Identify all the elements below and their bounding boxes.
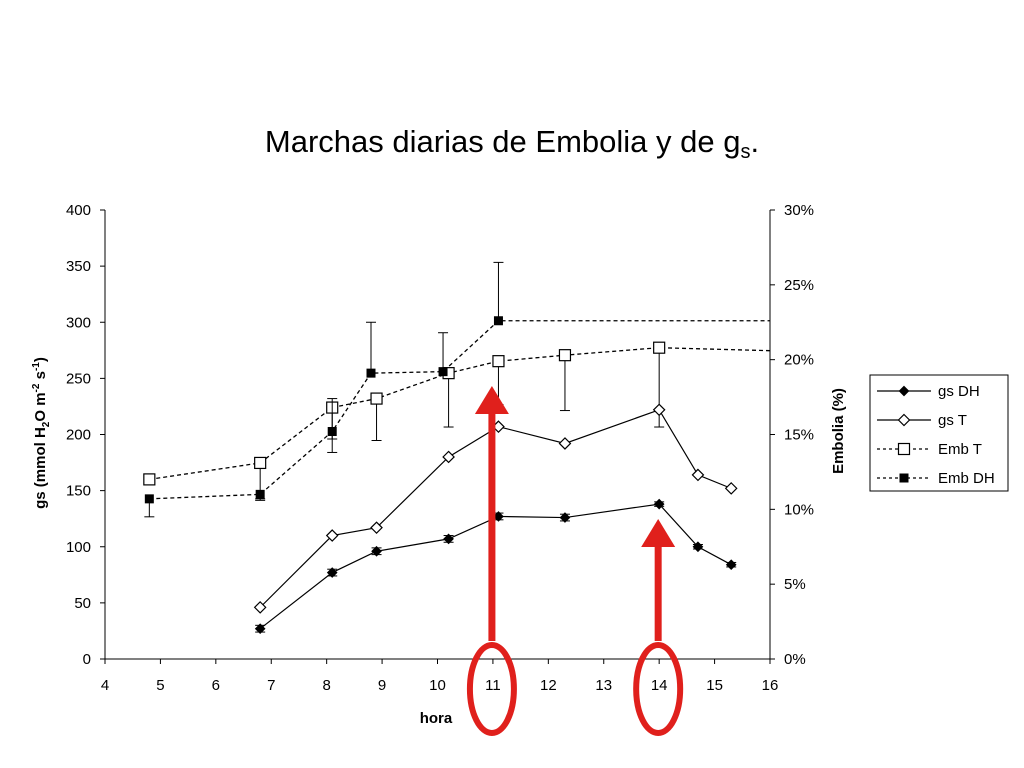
y-left-tick-label: 150 xyxy=(66,483,91,500)
data-point xyxy=(254,456,267,470)
data-point xyxy=(493,511,504,522)
series-emb-t xyxy=(143,341,771,500)
y-left-tick-label: 250 xyxy=(66,370,91,387)
label-layer: hora Embolia (%) gs (mmol H2O m-2 s-1) xyxy=(31,357,847,727)
data-point xyxy=(371,545,382,557)
data-point xyxy=(492,355,505,368)
y-left-tick-label: 400 xyxy=(66,202,91,219)
y-right-tick-label: 25% xyxy=(784,277,814,294)
data-point xyxy=(438,367,448,377)
data-point xyxy=(370,392,383,405)
data-point xyxy=(724,482,738,495)
y-axis-left-title: gs (mmol H2O m-2 s-1) xyxy=(31,357,52,509)
y-left-tick-label: 50 xyxy=(74,595,91,612)
y-right-tick-label: 10% xyxy=(784,501,814,518)
data-point xyxy=(443,533,454,545)
x-tick-label: 7 xyxy=(267,677,275,694)
x-tick-label: 13 xyxy=(595,677,612,694)
series-layer xyxy=(143,261,771,635)
legend-marker xyxy=(898,385,910,397)
x-tick-label: 12 xyxy=(540,677,557,694)
series-emb-dh xyxy=(144,261,770,518)
chart-title-suffix: . xyxy=(750,124,760,159)
x-tick-label: 6 xyxy=(212,677,220,694)
x-tick-label: 11 xyxy=(485,677,501,694)
annotation-layer xyxy=(466,386,684,736)
y-left-tick-label: 350 xyxy=(66,258,91,275)
y-left-tick-label: 100 xyxy=(66,539,91,556)
data-point xyxy=(692,541,704,553)
data-point xyxy=(725,559,737,571)
data-point xyxy=(144,494,154,504)
red-arrow-head xyxy=(641,519,676,547)
data-point xyxy=(653,498,665,510)
chart-title-subscript: s xyxy=(740,141,751,163)
x-tick-label: 8 xyxy=(322,677,330,694)
y-right-tick-label: 15% xyxy=(784,427,814,444)
data-point xyxy=(493,316,503,326)
legend-label: gs DH xyxy=(938,383,980,400)
red-ellipse xyxy=(466,642,517,736)
series-gs-t xyxy=(253,403,738,614)
data-point xyxy=(327,427,337,437)
data-point xyxy=(366,368,376,378)
data-point xyxy=(558,349,572,362)
data-point xyxy=(558,437,572,450)
red-ellipse xyxy=(633,642,684,736)
series-line-emb-dh xyxy=(149,320,770,500)
red-arrow-2 xyxy=(633,519,684,736)
legend-marker xyxy=(899,473,909,483)
y-right-tick-label: 0% xyxy=(784,651,806,668)
y-left-tick-label: 300 xyxy=(66,314,91,331)
data-point xyxy=(691,468,705,482)
data-point xyxy=(255,489,265,499)
data-point xyxy=(442,450,455,464)
data-point xyxy=(652,403,666,417)
y-right-tick-label: 20% xyxy=(784,352,814,369)
red-arrow-head xyxy=(474,386,509,414)
y-left-tick-label: 0 xyxy=(83,651,91,668)
x-axis-title: hora xyxy=(420,710,453,727)
data-point xyxy=(325,529,339,542)
chart-title-main: Marchas diarias de Embolia y de g xyxy=(264,124,741,159)
x-tick-label: 14 xyxy=(651,677,668,694)
x-tick-label: 16 xyxy=(762,677,779,694)
data-point xyxy=(143,473,156,486)
axes-layer: 4 5 6 7 8 9 10 11 12 13 14 15 16 0 50 100 150 200 250 300 35… xyxy=(66,202,814,694)
legend-marker xyxy=(897,413,911,427)
data-point xyxy=(326,567,338,578)
data-point xyxy=(254,623,266,635)
x-tick-label: 5 xyxy=(156,677,164,694)
x-tick-label: 4 xyxy=(101,677,109,694)
legend-marker xyxy=(897,442,911,456)
y-axis-right-title: Embolia (%) xyxy=(830,388,847,474)
x-tick-label: 15 xyxy=(706,677,723,694)
series-gs-dh xyxy=(254,498,737,635)
series-line-emb-t xyxy=(149,347,771,481)
y-right-tick-label: 30% xyxy=(784,202,814,219)
legend-label: gs T xyxy=(938,412,967,429)
legend: gs DH gs T Emb T Emb DH xyxy=(869,374,1009,492)
y-left-tick-label: 200 xyxy=(66,427,91,444)
data-point xyxy=(370,521,383,535)
x-tick-label: 9 xyxy=(378,677,386,694)
legend-box xyxy=(869,374,1009,492)
y-right-tick-label: 5% xyxy=(784,576,806,593)
data-point xyxy=(653,341,666,354)
red-arrow-1 xyxy=(466,386,517,736)
data-point xyxy=(253,601,267,614)
data-point xyxy=(559,512,571,523)
legend-label: Emb DH xyxy=(938,470,995,487)
legend-label: Emb T xyxy=(938,441,982,458)
x-tick-label: 10 xyxy=(429,677,446,694)
chart-title: Marchas diarias de Embolia y de gs. xyxy=(0,124,1024,164)
